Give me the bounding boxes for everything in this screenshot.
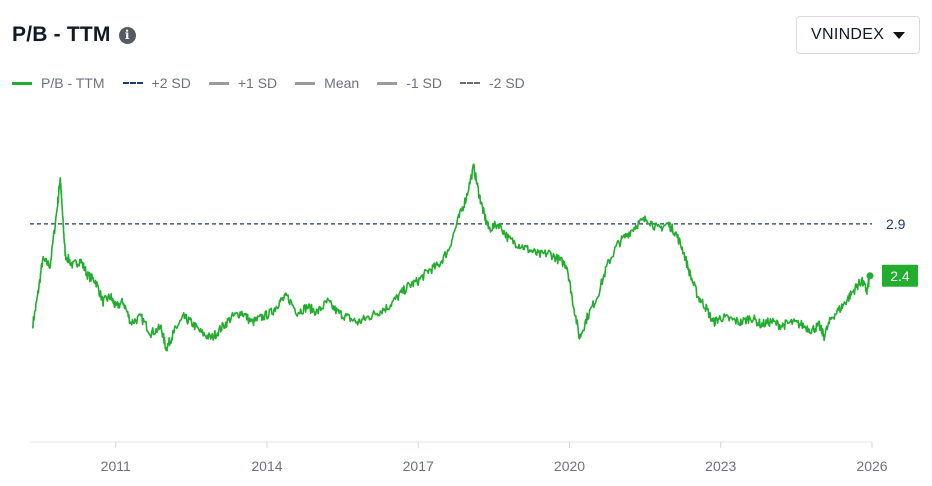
legend-label: Mean	[324, 75, 360, 91]
legend-item-1-sd[interactable]: +1 SD	[208, 75, 278, 91]
x-tick-label: 2017	[403, 458, 434, 474]
chart-legend: P/B - TTM +2 SD +1 SD Mean -1 SD -2 SD	[12, 75, 543, 91]
legend-swatch	[295, 81, 316, 85]
legend-item-mean[interactable]: Mean	[295, 75, 359, 91]
last-value-badge	[881, 264, 918, 287]
legend-label: +2 SD	[151, 75, 191, 91]
x-tick-label: 2014	[251, 458, 282, 474]
legend-label: +1 SD	[237, 75, 278, 91]
x-tick-label: 2020	[554, 458, 585, 474]
last-value-point	[866, 272, 874, 280]
x-tick-label: 2026	[856, 458, 887, 474]
caret-down-icon	[893, 32, 905, 39]
legend-label: -2 SD	[488, 75, 525, 91]
pb-ttm-chart: 2011 2014 2017 2020 2023 2026 2.9 2.4	[30, 163, 918, 474]
legend-item-2-sd[interactable]: +2 SD	[122, 75, 191, 91]
chart-header: P/B - TTM i	[12, 20, 136, 50]
legend-swatch	[12, 81, 32, 85]
legend-label: P/B - TTM	[41, 75, 105, 91]
page-title: P/B - TTM	[12, 23, 111, 46]
legend-label: -1 SD	[406, 75, 442, 91]
legend-item-1-sd[interactable]: -1 SD	[377, 75, 442, 91]
legend-swatch	[459, 82, 480, 84]
reference-line-label: 2.9	[886, 216, 906, 232]
legend-swatch	[122, 82, 143, 84]
x-tick-label: 2011	[101, 458, 131, 474]
info-icon[interactable]: i	[118, 26, 136, 44]
legend-swatch	[377, 81, 398, 85]
pb-ttm-series-line	[31, 163, 871, 352]
index-selector-dropdown[interactable]: VNINDEX	[796, 16, 920, 54]
x-tick-label: 2023	[705, 458, 736, 474]
legend-swatch	[208, 81, 229, 85]
index-selector-value: VNINDEX	[811, 26, 885, 43]
last-value-label: 2.4	[890, 268, 910, 284]
legend-item-2-sd[interactable]: -2 SD	[459, 75, 525, 91]
legend-item-p-b-ttm[interactable]: P/B - TTM	[12, 75, 105, 91]
